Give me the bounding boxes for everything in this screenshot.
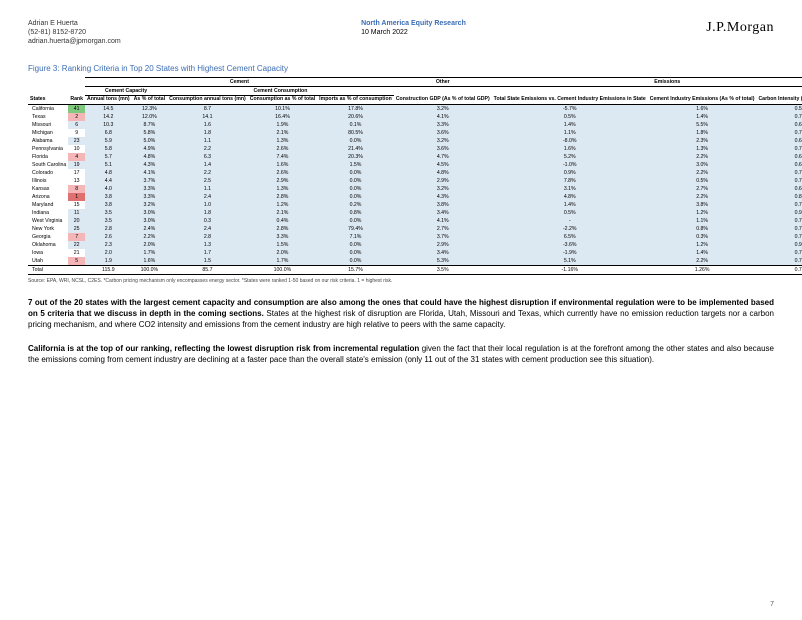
table-source: Source: EPA, WRI, NCSL, C2ES. *Carbon pr… [28, 278, 774, 284]
table-row: California4114.512.3%8.710.1%17.8%3.2%-5… [28, 104, 802, 113]
table-row: Michigan96.85.8%1.82.1%80.5%3.6%1.1%1.8%… [28, 129, 802, 137]
ranking-table: Cement Other Emissions Regulation Cement… [28, 77, 802, 275]
table-row: Maryland153.83.2%1.01.2%0.2%3.8%1.4%3.8%… [28, 201, 802, 209]
table-row: Missouri610.38.7%1.61.9%0.1%3.3%1.4%5.5%… [28, 121, 802, 129]
group-other: Other [394, 78, 492, 87]
col-ind-emis: Cement Industry Emissions (As % of total… [648, 96, 757, 105]
table-row: West Virginia203.53.0%0.30.4%0.0%4.1%-1.… [28, 217, 802, 225]
table-row: Alabama235.95.0%1.11.3%0.0%3.2%-8.0%2.3%… [28, 137, 802, 145]
col-annual: Annual tons (mn) [85, 96, 132, 105]
paragraph-1: 7 out of the 20 states with the largest … [28, 298, 774, 330]
group-emissions: Emissions [492, 78, 802, 87]
paragraph-2: California is at the top of our ranking,… [28, 344, 774, 366]
table-row: Iowa212.01.7%1.72.0%0.0%3.4%-1.9%1.4%0.7… [28, 249, 802, 257]
page-number: 7 [770, 601, 774, 608]
table-row: Oklahoma222.32.0%1.31.5%0.0%2.9%-3.6%1.2… [28, 241, 802, 249]
table-row: Indiana113.53.0%1.82.1%0.8%3.4%0.5%1.2%0… [28, 209, 802, 217]
col-states: States [28, 96, 68, 105]
research-line: North America Equity Research [361, 20, 466, 29]
col-state-emis: Total State Emissions vs. Cement Industr… [492, 96, 648, 105]
figure-title: Figure 3: Ranking Criteria in Top 20 Sta… [28, 64, 774, 73]
table-row: Florida45.74.8%6.37.4%20.3%4.7%5.2%2.2%0… [28, 153, 802, 161]
table-row: Utah51.91.6%1.51.7%0.0%5.3%5.1%2.2%0.72N… [28, 257, 802, 266]
total-row: Total 115.9 100.0% 85.7 100.0% 15.7% 3.5… [28, 265, 802, 274]
table-row: South Carolina195.14.3%1.41.6%1.5%4.5%-1… [28, 161, 802, 169]
author-email: adrian.huerta@jpmorgan.com [28, 38, 121, 47]
col-cons-pct: Consumption as % of total [248, 96, 317, 105]
p2-bold: California is at the top of our ranking,… [28, 344, 419, 353]
sub-consumption: Cement Consumption [167, 87, 394, 96]
table-row: Georgia72.62.2%2.83.3%7.1%3.7%6.5%0.3%0.… [28, 233, 802, 241]
jpmorgan-logo: J.P.Morgan [706, 20, 774, 36]
sub-capacity: Cement Capacity [85, 87, 167, 96]
table-row: Pennsylvania105.84.9%2.22.6%21.4%3.6%1.6… [28, 145, 802, 153]
group-cement: Cement [85, 78, 394, 87]
col-rank: Rank [68, 96, 85, 105]
header-center: North America Equity Research 10 March 2… [361, 20, 466, 38]
col-imports: Imports as % of consumption [317, 96, 394, 105]
header-author-block: Adrian E Huerta (52-81) 8152-8720 adrian… [28, 20, 121, 46]
report-date: 10 March 2022 [361, 29, 466, 38]
table-row: Illinois134.43.7%2.52.9%0.0%2.9%7.8%0.5%… [28, 177, 802, 185]
col-cons: Consumption annual tons (mn) [167, 96, 248, 105]
table-row: Kansas84.03.3%1.11.3%0.0%3.2%3.1%2.7%0.6… [28, 185, 802, 193]
author-phone: (52-81) 8152-8720 [28, 29, 121, 38]
page-header: Adrian E Huerta (52-81) 8152-8720 adrian… [28, 20, 774, 46]
col-intensity: Carbon Intensity (tCO2e/tcement) [756, 96, 802, 105]
col-pct-cap: As % of total [132, 96, 167, 105]
col-gdp: Construction GDP (As % of total GDP) [394, 96, 492, 105]
table-row: Texas214.212.0%14.116.4%20.6%4.1%0.5%1.4… [28, 113, 802, 121]
table-row: New York252.82.4%2.42.8%79.4%2.7%-2.2%0.… [28, 225, 802, 233]
table-row: Arizona13.83.3%2.42.8%0.0%4.3%4.8%2.2%0.… [28, 193, 802, 201]
author-name: Adrian E Huerta [28, 20, 121, 29]
table-row: Colorado174.84.1%2.22.6%0.0%4.8%0.9%2.2%… [28, 169, 802, 177]
